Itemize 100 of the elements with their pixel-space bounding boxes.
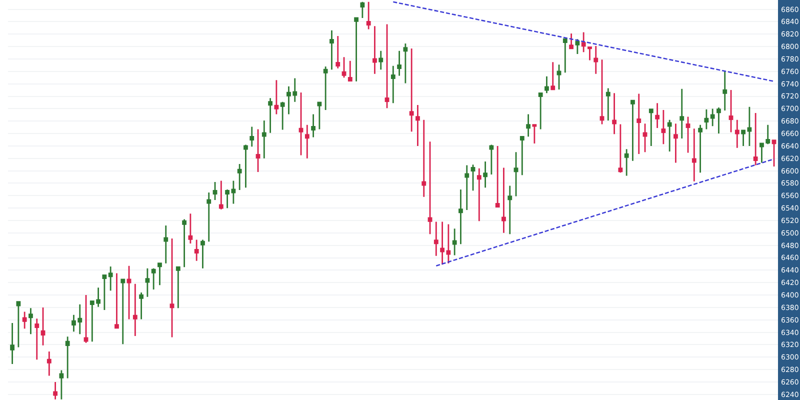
candlestick xyxy=(176,266,180,309)
candlestick xyxy=(636,93,642,155)
candlestick xyxy=(348,60,352,82)
candlestick xyxy=(514,151,518,197)
candlestick xyxy=(422,119,426,198)
candlestick xyxy=(317,101,322,130)
candlestick xyxy=(452,228,457,256)
candlestick xyxy=(495,145,500,208)
candlestick xyxy=(686,116,690,154)
candlestick xyxy=(182,218,186,268)
candlestick xyxy=(298,92,304,156)
candlestick xyxy=(618,124,623,174)
candlestick xyxy=(323,66,328,111)
candlestick xyxy=(200,239,205,270)
candlestick xyxy=(710,108,715,127)
candlestick xyxy=(120,278,126,345)
candlestick xyxy=(28,307,33,335)
candlestick xyxy=(114,272,119,330)
candlestick xyxy=(53,381,58,400)
candlestick xyxy=(10,322,14,365)
candlestick xyxy=(378,50,384,70)
candlestick xyxy=(268,97,272,134)
candlestick xyxy=(728,89,734,133)
candlestick xyxy=(16,301,21,348)
candlestick xyxy=(108,266,113,292)
candlestick xyxy=(34,318,40,360)
candlestick xyxy=(600,58,604,125)
candlestick xyxy=(416,104,420,147)
candlestick xyxy=(151,268,156,290)
candlestick xyxy=(508,185,512,235)
candlestick xyxy=(556,64,562,90)
candlestick xyxy=(734,119,740,149)
candlestick xyxy=(661,109,666,145)
candlestick xyxy=(330,30,334,70)
candlestick xyxy=(434,221,438,257)
candlestick xyxy=(59,369,64,400)
candlestick xyxy=(722,70,728,112)
candlestick xyxy=(280,101,285,131)
candlestick xyxy=(262,120,266,160)
candlestick xyxy=(674,122,678,164)
candlestick xyxy=(145,268,150,298)
candlestick xyxy=(704,108,709,130)
candlestick xyxy=(139,292,144,320)
candlestick xyxy=(680,88,684,140)
candlestick xyxy=(538,92,543,130)
candlestick xyxy=(158,262,162,286)
candlestick xyxy=(569,32,574,50)
candlestick xyxy=(372,25,377,75)
candlestick xyxy=(550,61,556,91)
candlestick xyxy=(274,79,279,115)
candlestick xyxy=(624,148,629,176)
candlestick xyxy=(772,139,776,168)
candlestick xyxy=(428,140,432,235)
candlestick xyxy=(698,124,702,174)
candlestick xyxy=(588,46,592,61)
candlestick xyxy=(692,128,696,182)
candlestick xyxy=(188,212,193,244)
candlestick xyxy=(256,128,260,173)
candlestick xyxy=(630,99,635,162)
candlestick xyxy=(342,56,346,78)
candlestick xyxy=(170,238,174,338)
candlestick xyxy=(753,112,758,166)
candlestick xyxy=(84,294,88,344)
candlestick xyxy=(206,192,212,242)
candlestick xyxy=(360,1,365,19)
candlestick xyxy=(22,311,27,330)
candlestick xyxy=(502,167,506,234)
candlestick xyxy=(397,50,402,76)
candlestick xyxy=(612,92,616,135)
candlestick xyxy=(237,163,242,191)
candlestick xyxy=(575,38,580,55)
candlestick xyxy=(126,265,132,320)
candlestick xyxy=(562,38,568,74)
candlestick xyxy=(244,144,248,188)
candlestick xyxy=(655,102,660,129)
candlestick xyxy=(384,24,390,109)
candlestick xyxy=(409,48,414,132)
candlestick xyxy=(483,160,488,188)
candlestick xyxy=(526,114,530,138)
candlestick xyxy=(470,164,476,192)
candlestick xyxy=(648,108,654,147)
candlestick xyxy=(642,122,648,153)
candlestick xyxy=(336,35,340,70)
candlestick xyxy=(390,65,396,104)
candlestick xyxy=(532,124,537,144)
candlestick xyxy=(212,181,218,201)
candlestick xyxy=(667,119,672,152)
candlestick xyxy=(132,283,138,337)
candlestick xyxy=(716,106,721,134)
candlestick xyxy=(544,76,549,94)
candlestick xyxy=(46,350,52,376)
candlestick xyxy=(403,42,408,84)
candlestick xyxy=(65,336,70,379)
candlestick xyxy=(354,16,358,82)
candlestick xyxy=(366,1,371,30)
candlestick xyxy=(40,306,46,346)
candlestick xyxy=(520,135,524,176)
candlestick xyxy=(311,114,316,138)
candlestick xyxy=(250,126,254,148)
candlestick xyxy=(594,45,598,75)
